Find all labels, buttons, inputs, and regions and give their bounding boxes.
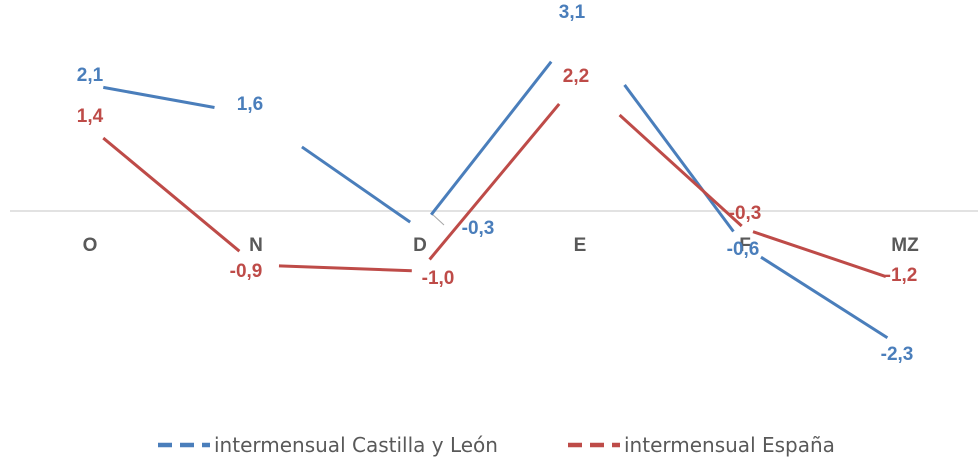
- data-label-castilla-o: 2,1: [77, 65, 104, 86]
- data-label-castilla-d: -0,3: [462, 218, 495, 239]
- line-segment-castilla-3: [623, 84, 735, 233]
- data-label-espana-n: -0,9: [230, 261, 263, 282]
- category-label-o: O: [83, 235, 98, 256]
- category-label-e: E: [574, 235, 587, 256]
- data-label-castilla-e: 3,1: [559, 2, 586, 23]
- category-label-d: D: [413, 235, 427, 256]
- data-label-espana-o: 1,4: [77, 106, 104, 127]
- data-labels: 2,1 1,6 -0,3 3,1 -0,6 -2,3 1,4 -0,9 -1,0 2,2 -0,3 -…: [77, 2, 918, 365]
- series-lines: [102, 60, 889, 340]
- category-labels: O N D E F MZ: [83, 235, 919, 256]
- line-segment-castilla-0: [103, 85, 215, 109]
- data-label-castilla-mz: -2,3: [881, 344, 914, 365]
- category-label-n: N: [249, 235, 263, 256]
- line-segment-espana-0: [102, 136, 241, 253]
- legend-item-espana: intermensual España: [568, 433, 835, 457]
- category-label-f: F: [739, 235, 751, 256]
- legend-item-castilla: intermensual Castilla y León: [158, 433, 498, 457]
- line-segment-espana-1: [278, 264, 412, 273]
- legend-label-espana: intermensual España: [624, 433, 835, 457]
- data-label-castilla-n: 1,6: [237, 94, 263, 115]
- legend-label-castilla: intermensual Castilla y León: [214, 433, 498, 457]
- data-label-castilla-f: -0,6: [727, 239, 760, 260]
- data-label-espana-e: 2,2: [563, 66, 589, 87]
- line-segment-espana-3: [618, 113, 743, 228]
- legend: intermensual Castilla y León intermensua…: [158, 433, 835, 457]
- line-segment-espana-4: [752, 230, 887, 278]
- label-leader-line: [430, 212, 445, 226]
- data-label-espana-f: -0,3: [729, 203, 762, 224]
- line-segment-castilla-2: [430, 60, 553, 216]
- data-label-espana-mz: -1,2: [885, 265, 918, 286]
- line-segment-espana-2: [428, 102, 561, 261]
- line-segment-castilla-1: [301, 145, 412, 224]
- data-label-espana-d: -1,0: [422, 268, 455, 289]
- line-segment-castilla-4: [760, 255, 889, 340]
- category-label-mz: MZ: [891, 235, 919, 256]
